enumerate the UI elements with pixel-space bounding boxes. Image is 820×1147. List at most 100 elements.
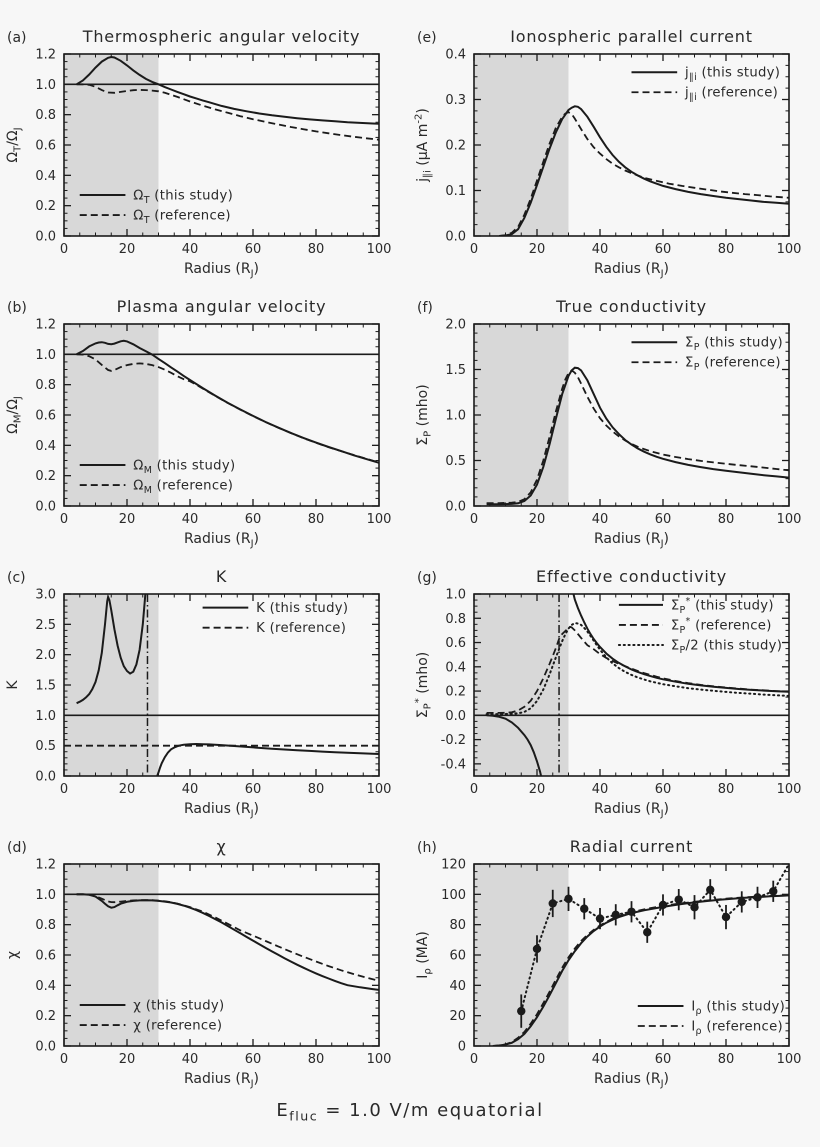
svg-text:1.5: 1.5 <box>35 679 56 694</box>
svg-text:80: 80 <box>449 918 466 933</box>
svg-text:ΩT (this study): ΩT (this study) <box>133 189 233 207</box>
svg-text:0.0: 0.0 <box>35 230 56 245</box>
svg-text:Iρ (reference): Iρ (reference) <box>691 1019 783 1037</box>
panel-e: 0 20 40 60 80 100 0.0 0.1 0.2 0.3 0.4 Ionospheric p… <box>410 14 820 284</box>
svg-text:0.5: 0.5 <box>445 454 466 469</box>
svg-text:60: 60 <box>655 782 672 797</box>
svg-text:2.0: 2.0 <box>445 318 466 333</box>
svg-text:1.5: 1.5 <box>445 363 466 378</box>
svg-text:60: 60 <box>655 1052 672 1067</box>
svg-text:0.4: 0.4 <box>35 169 56 184</box>
svg-text:1.0: 1.0 <box>35 348 56 363</box>
svg-text:Radius (RJ): Radius (RJ) <box>594 531 669 550</box>
svg-text:ΣP* (this study): ΣP* (this study) <box>671 596 774 616</box>
svg-text:80: 80 <box>718 1052 735 1067</box>
svg-text:Ionospheric parallel current: Ionospheric parallel current <box>510 27 753 46</box>
panel-e-chart: 0 20 40 60 80 100 0.0 0.1 0.2 0.3 0.4 Ionospheric p… <box>414 27 802 280</box>
svg-text:ΣP/2 (this study): ΣP/2 (this study) <box>671 638 782 656</box>
svg-text:60: 60 <box>449 949 466 964</box>
panel-f: 0 20 40 60 80 100 0.0 0.5 1.0 1.5 2.0 True conducti… <box>410 284 820 554</box>
svg-text:20: 20 <box>119 242 136 257</box>
svg-text:(e): (e) <box>417 30 437 46</box>
svg-text:-0.4: -0.4 <box>441 757 466 772</box>
svg-text:ΩM (this study): ΩM (this study) <box>133 459 235 477</box>
svg-text:0.6: 0.6 <box>35 949 56 964</box>
svg-text:True conductivity: True conductivity <box>555 297 707 316</box>
svg-text:0: 0 <box>60 1052 68 1067</box>
svg-text:40: 40 <box>592 242 609 257</box>
panel-f-chart: 0 20 40 60 80 100 0.0 0.5 1.0 1.5 2.0 True conducti… <box>415 297 802 550</box>
svg-text:20: 20 <box>529 782 546 797</box>
svg-text:-0.2: -0.2 <box>441 733 466 748</box>
svg-text:0: 0 <box>470 512 478 527</box>
svg-text:0.0: 0.0 <box>35 1040 56 1055</box>
panel-h-chart: 0 20 40 60 80 100 0 20 40 60 80 100 120 Radial curren… <box>415 837 802 1090</box>
svg-text:0.8: 0.8 <box>445 612 466 627</box>
svg-text:Radius (RJ): Radius (RJ) <box>594 1071 669 1090</box>
svg-text:0.2: 0.2 <box>35 199 56 214</box>
svg-text:100: 100 <box>367 512 392 527</box>
svg-text:80: 80 <box>718 242 735 257</box>
svg-text:χ: χ <box>5 951 21 959</box>
panel-h: 0 20 40 60 80 100 0 20 40 60 80 100 120 Radial curren… <box>410 824 820 1094</box>
svg-text:3.0: 3.0 <box>35 588 56 603</box>
svg-text:(g): (g) <box>417 570 437 586</box>
svg-text:100: 100 <box>441 888 466 903</box>
svg-text:χ (reference): χ (reference) <box>133 1019 222 1034</box>
panel-grid: 0 20 40 60 80 100 0.0 0.2 0.4 0.6 0.8 1.0 1.2 Thermos… <box>0 14 820 1094</box>
svg-text:0.2: 0.2 <box>35 469 56 484</box>
svg-text:Radius (RJ): Radius (RJ) <box>184 531 259 550</box>
svg-text:60: 60 <box>245 1052 262 1067</box>
svg-text:0.2: 0.2 <box>445 139 466 154</box>
svg-text:40: 40 <box>592 782 609 797</box>
svg-text:(c): (c) <box>7 570 26 586</box>
svg-text:60: 60 <box>655 242 672 257</box>
svg-text:K: K <box>5 680 21 690</box>
svg-text:2.0: 2.0 <box>35 648 56 663</box>
svg-text:40: 40 <box>592 512 609 527</box>
svg-text:ΩT (reference): ΩT (reference) <box>133 209 231 227</box>
svg-text:20: 20 <box>529 1052 546 1067</box>
svg-text:100: 100 <box>777 512 802 527</box>
svg-text:Radius (RJ): Radius (RJ) <box>594 261 669 280</box>
svg-text:40: 40 <box>449 979 466 994</box>
svg-text:j∥i (this study): j∥i (this study) <box>684 66 780 84</box>
svg-text:K: K <box>216 567 227 586</box>
svg-text:0.6: 0.6 <box>445 636 466 651</box>
svg-text:ΣP* (reference): ΣP* (reference) <box>671 616 772 636</box>
svg-text:60: 60 <box>655 512 672 527</box>
svg-text:100: 100 <box>777 1052 802 1067</box>
svg-text:(a): (a) <box>7 30 27 46</box>
svg-text:χ: χ <box>216 837 226 856</box>
svg-text:χ (this study): χ (this study) <box>133 999 224 1014</box>
panel-d: 0 20 40 60 80 100 0.0 0.2 0.4 0.6 0.8 1.0 1.2 χ (d) Rad… <box>0 824 410 1094</box>
svg-text:0.8: 0.8 <box>35 108 56 123</box>
svg-text:60: 60 <box>245 242 262 257</box>
svg-text:ΩM (reference): ΩM (reference) <box>133 479 233 497</box>
svg-text:(h): (h) <box>417 840 437 856</box>
svg-text:ΣP (mho): ΣP (mho) <box>415 384 434 445</box>
svg-text:(d): (d) <box>7 840 27 856</box>
svg-text:0: 0 <box>60 242 68 257</box>
svg-text:20: 20 <box>529 242 546 257</box>
svg-text:1.2: 1.2 <box>35 48 56 63</box>
svg-text:40: 40 <box>182 1052 199 1067</box>
svg-text:0.8: 0.8 <box>35 918 56 933</box>
figure-caption: Efluc = 1.0 V/m equatorial <box>276 1100 544 1124</box>
svg-text:100: 100 <box>777 782 802 797</box>
svg-text:120: 120 <box>441 858 466 873</box>
svg-text:80: 80 <box>718 512 735 527</box>
svg-text:Effective conductivity: Effective conductivity <box>536 567 727 586</box>
svg-text:0.0: 0.0 <box>445 709 466 724</box>
svg-text:0.4: 0.4 <box>35 979 56 994</box>
svg-text:Radius (RJ): Radius (RJ) <box>184 261 259 280</box>
svg-text:60: 60 <box>245 782 262 797</box>
svg-text:1.0: 1.0 <box>35 709 56 724</box>
svg-text:40: 40 <box>182 512 199 527</box>
svg-text:K (reference): K (reference) <box>256 621 346 636</box>
svg-text:20: 20 <box>119 512 136 527</box>
svg-text:Iρ (this study): Iρ (this study) <box>691 999 785 1017</box>
svg-text:100: 100 <box>777 242 802 257</box>
panel-c: 0 20 40 60 80 100 0.0 0.5 1.0 1.5 2.0 2.5 3.0 K (c) Rad… <box>0 554 410 824</box>
